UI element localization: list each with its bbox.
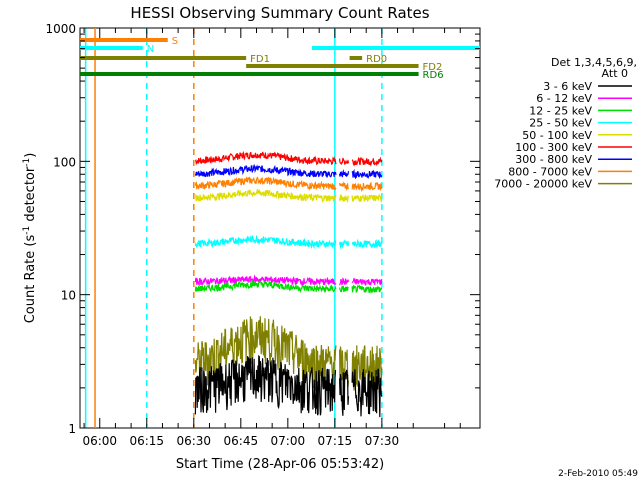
legend-entry-label: 12 - 25 keV	[529, 104, 592, 117]
y-tick-label: 1	[68, 422, 76, 436]
flag-label-rd0: RD0	[366, 54, 387, 65]
x-tick-label: 07:30	[365, 434, 400, 448]
flag-label-fd2: FD2	[423, 62, 443, 73]
x-tick-label: 06:00	[82, 434, 117, 448]
series-line	[194, 354, 337, 416]
series-line	[339, 346, 350, 388]
series-line	[194, 150, 337, 166]
series-line	[339, 181, 350, 192]
flag-label-rd6: RD6	[423, 70, 444, 81]
series-line	[339, 239, 350, 250]
x-tick-label: 07:00	[271, 434, 306, 448]
series-line	[351, 345, 383, 392]
series-line	[194, 279, 337, 294]
count-rate-series	[194, 150, 383, 418]
flag-label-fd1: FD1	[250, 54, 270, 65]
x-tick-label: 06:30	[176, 434, 211, 448]
legend-entry-label: 800 - 7000 keV	[508, 165, 592, 178]
y-axis-label: Count Rate (s-1 detector-1)	[22, 153, 38, 324]
series-line	[339, 277, 350, 286]
x-axis-label: Start Time (28-Apr-06 05:53:42)	[176, 457, 384, 472]
legend-entry-label: 300 - 800 keV	[515, 153, 592, 166]
x-tick-label: 07:15	[318, 434, 353, 448]
y-tick-label: 10	[61, 289, 76, 303]
chart-title: HESSI Observing Summary Count Rates	[130, 4, 429, 22]
series-line	[351, 238, 383, 249]
x-axis-ticks: 06:00 06:15 06:30 06:45 07:00 07:15 07:30	[82, 28, 461, 448]
series-line	[194, 176, 337, 191]
series-line	[194, 163, 337, 178]
series-line	[194, 234, 337, 250]
flag-bars: S N FD1 FD2 RD0 RD6	[80, 36, 480, 81]
series-line	[339, 285, 349, 293]
legend-entry-label: 7000 - 20000 keV	[494, 178, 592, 191]
series-line	[351, 168, 383, 180]
series-line	[351, 181, 383, 193]
legend-entry-label: 3 - 6 keV	[543, 80, 592, 93]
series-line	[339, 193, 350, 204]
timestamp: 2-Feb-2010 05:49	[558, 469, 638, 479]
legend-entry-label: 100 - 300 keV	[515, 141, 592, 154]
series-line	[339, 168, 350, 178]
plot-frame-rect	[79, 27, 481, 429]
legend-entry-label: 6 - 12 keV	[536, 92, 592, 105]
y-tick-label: 100	[53, 155, 76, 169]
series-line	[351, 368, 383, 418]
series-line	[194, 188, 337, 204]
y-tick-label: 1000	[45, 22, 76, 36]
series-line	[351, 284, 383, 294]
x-tick-label: 06:45	[224, 434, 259, 448]
plot-area	[79, 27, 481, 429]
x-tick-label: 06:15	[129, 434, 164, 448]
y-axis-ticks: 1 10 100 1000	[45, 22, 480, 436]
series-line	[339, 157, 350, 165]
legend-entry-label: 25 - 50 keV	[529, 117, 592, 130]
legend-header-detectors: Det 1,3,4,5,6,9,	[551, 56, 637, 69]
series-line	[351, 156, 383, 167]
legend-header-attenuator: Att 0	[602, 67, 628, 80]
legend-entry-label: 50 - 100 keV	[522, 129, 592, 142]
series-line	[351, 277, 383, 286]
series-line	[339, 369, 350, 416]
flag-label-s: S	[172, 36, 178, 47]
flag-label-n: N	[147, 44, 154, 55]
series-line	[351, 193, 383, 204]
